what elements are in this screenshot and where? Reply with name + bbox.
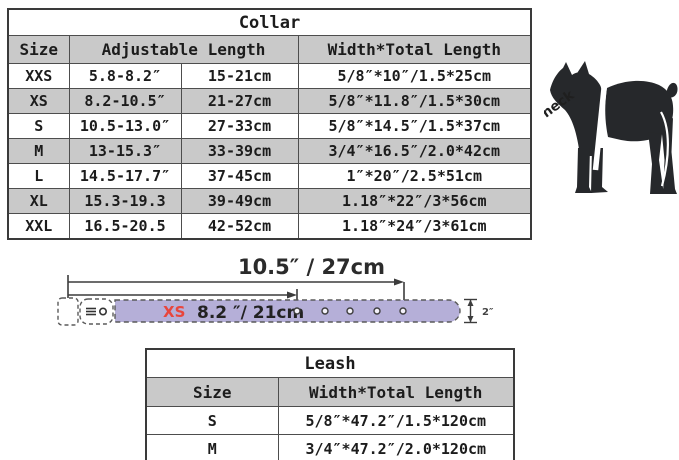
cm-cell: 33-39cm — [180, 138, 299, 164]
collar-row-s: S 10.5-13.0″ 27-33cm 5/8″*14.5″/1.5*37cm — [7, 113, 532, 139]
collar-row-xxs: XXS 5.8-8.2″ 15-21cm 5/8″*10″/1.5*25cm — [7, 63, 532, 89]
collar-title-row: Collar — [7, 8, 532, 36]
collar-row-xxl: XXL 16.5-20.5 42-52cm 1.18″*24″/3*61cm — [7, 213, 532, 240]
leash-table: Leash Size Width*Total Length S 5/8″*47.… — [145, 348, 515, 460]
collar-header-row: Size Adjustable Length Width*Total Lengt… — [7, 35, 532, 64]
size-cell: L — [7, 163, 70, 189]
leash-row-s: S 5/8″*47.2″/1.5*120cm — [145, 406, 515, 435]
cm-cell: 27-33cm — [180, 113, 299, 139]
inch-cell: 16.5-20.5 — [68, 213, 182, 240]
width-length-cell: 1.18″*22″/3*56cm — [297, 188, 532, 214]
cm-cell: 21-27cm — [180, 88, 299, 114]
inch-cell: 15.3-19.3 — [68, 188, 182, 214]
size-cell: XXL — [7, 213, 70, 240]
width-label: 2″ — [482, 307, 494, 318]
inch-cell: 5.8-8.2″ — [68, 63, 182, 89]
cm-cell: 15-21cm — [180, 63, 299, 89]
size-cell: S — [145, 406, 279, 435]
collar-table-title: Collar — [7, 8, 532, 36]
collar-row-m: M 13-15.3″ 33-39cm 3/4″*16.5″/2.0*42cm — [7, 138, 532, 164]
buckle-detail-icon — [86, 307, 107, 316]
strap-adjustable-label: 8.2 ″/ 21cm — [197, 303, 304, 323]
width-length-cell: 5/8″*47.2″/1.5*120cm — [277, 406, 515, 435]
leash-table-title: Leash — [145, 348, 515, 378]
total-length-label: 10.5″ / 27cm — [238, 256, 385, 279]
width-length-cell: 1.18″*24″/3*61cm — [297, 213, 532, 240]
dog-silhouette — [550, 61, 678, 194]
cm-cell: 37-45cm — [180, 163, 299, 189]
inch-cell: 14.5-17.7″ — [68, 163, 182, 189]
strap-size-label: XS — [163, 303, 185, 321]
collar-header-width-total-length: Width*Total Length — [297, 35, 532, 64]
leash-header-width-total-length: Width*Total Length — [277, 377, 515, 407]
inch-cell: 10.5-13.0″ — [68, 113, 182, 139]
strap-holes — [293, 307, 407, 315]
size-cell: XXS — [7, 63, 70, 89]
collar-row-l: L 14.5-17.7″ 37-45cm 1″*20″/2.5*51cm — [7, 163, 532, 189]
collar-header-size: Size — [7, 35, 70, 64]
width-dimension-arrow — [464, 298, 477, 324]
width-length-cell: 3/4″*16.5″/2.0*42cm — [297, 138, 532, 164]
collar-position-stripe — [592, 78, 608, 171]
cm-cell: 39-49cm — [180, 188, 299, 214]
size-cell: XL — [7, 188, 70, 214]
hindleg-highlight — [660, 111, 669, 187]
cm-cell: 42-52cm — [180, 213, 299, 240]
leash-header-size: Size — [145, 377, 279, 407]
buckle-loop — [57, 297, 79, 326]
total-length-dimension-line — [67, 275, 405, 302]
width-length-cell: 5/8″*10″/1.5*25cm — [297, 63, 532, 89]
dog-illustration: neck — [544, 61, 678, 194]
collar-row-xs: XS 8.2-10.5″ 21-27cm 5/8″*11.8″/1.5*30cm — [7, 88, 532, 114]
size-cell: M — [7, 138, 70, 164]
size-cell: S — [7, 113, 70, 139]
width-length-cell: 1″*20″/2.5*51cm — [297, 163, 532, 189]
collar-table: Collar Size Adjustable Length Width*Tota… — [7, 8, 533, 240]
adjustable-length-dimension-line — [68, 289, 298, 301]
size-cell: XS — [7, 88, 70, 114]
buckle-body — [79, 298, 114, 325]
collar-header-adjustable-length: Adjustable Length — [68, 35, 299, 64]
collar-strap — [114, 299, 461, 323]
leash-header-row: Size Width*Total Length — [145, 377, 515, 407]
collar-measurement-diagram: 10.5″ / 27cm XS 8.2 ″/ 21cm — [57, 256, 494, 326]
size-cell: M — [145, 434, 279, 460]
inch-cell: 13-15.3″ — [68, 138, 182, 164]
width-length-cell: 3/4″*47.2″/2.0*120cm — [277, 434, 515, 460]
inch-cell: 8.2-10.5″ — [68, 88, 182, 114]
leash-title-row: Leash — [145, 348, 515, 378]
width-length-cell: 5/8″*11.8″/1.5*30cm — [297, 88, 532, 114]
leash-row-m: M 3/4″*47.2″/2.0*120cm — [145, 434, 515, 460]
collar-row-xl: XL 15.3-19.3 39-49cm 1.18″*22″/3*56cm — [7, 188, 532, 214]
width-length-cell: 5/8″*14.5″/1.5*37cm — [297, 113, 532, 139]
